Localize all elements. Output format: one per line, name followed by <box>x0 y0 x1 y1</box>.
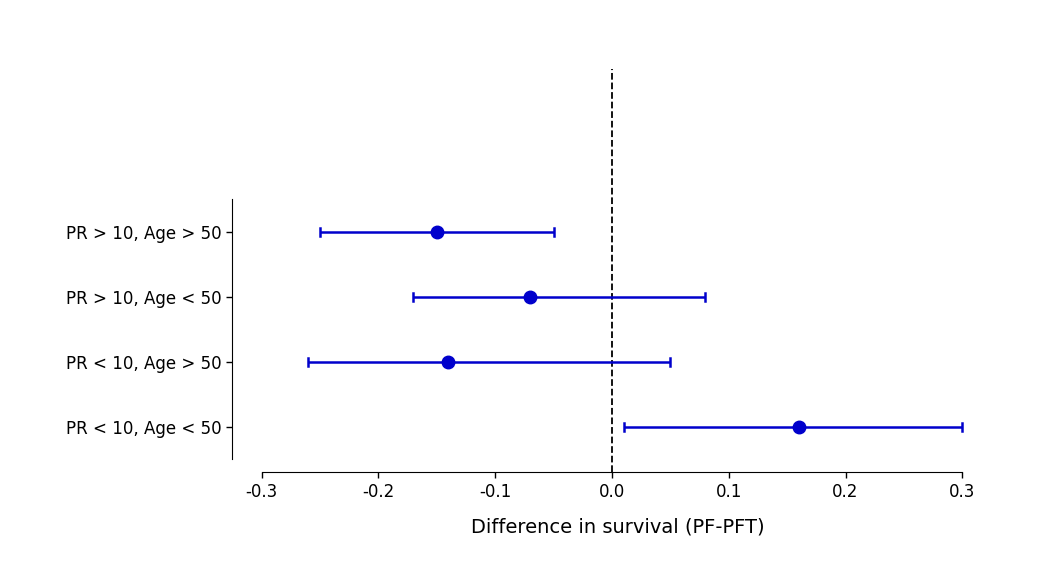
X-axis label: Difference in survival (PF-PFT): Difference in survival (PF-PFT) <box>471 517 765 536</box>
